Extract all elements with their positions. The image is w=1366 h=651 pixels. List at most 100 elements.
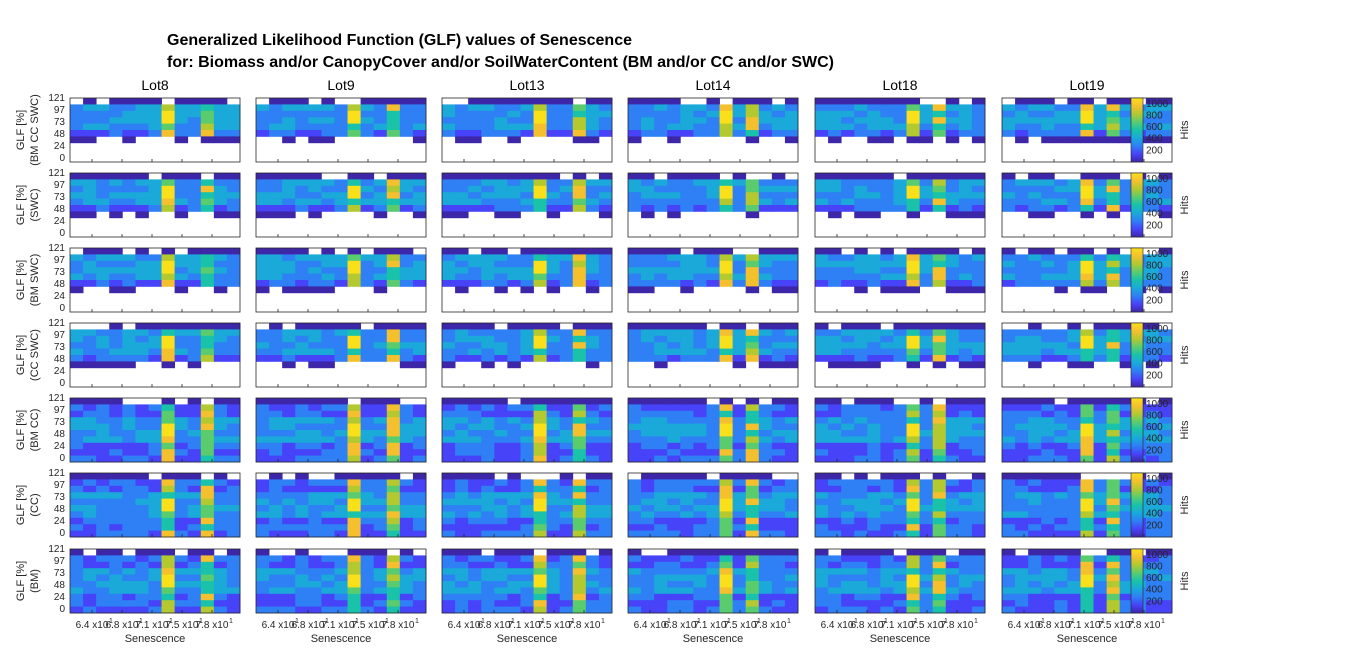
heatmap-cell bbox=[494, 606, 508, 614]
heatmap-cell bbox=[758, 123, 773, 131]
heatmap-cell bbox=[1093, 423, 1108, 431]
heatmap-cell bbox=[109, 361, 123, 369]
heatmap-cell bbox=[784, 404, 799, 412]
heatmap-cell bbox=[706, 511, 720, 519]
heatmap-cell bbox=[1119, 361, 1134, 369]
heatmap-cell bbox=[958, 192, 973, 199]
heatmap-cell bbox=[932, 555, 947, 563]
heatmap-cell bbox=[83, 117, 97, 124]
y-tick-label: 121 bbox=[48, 318, 65, 329]
heatmap-cell bbox=[559, 430, 574, 437]
heatmap-cell bbox=[321, 449, 335, 456]
heatmap-cell bbox=[971, 335, 986, 343]
heatmap-cell bbox=[334, 485, 348, 493]
heatmap-cell bbox=[719, 267, 734, 274]
heatmap-cell bbox=[455, 110, 469, 118]
heatmap-cell bbox=[1041, 179, 1055, 187]
heatmap-cell bbox=[828, 587, 842, 595]
heatmap-cell bbox=[494, 442, 508, 450]
heatmap-cell bbox=[654, 410, 668, 418]
heatmap-cell bbox=[70, 555, 84, 563]
heatmap-cell bbox=[135, 323, 149, 330]
heatmap-cell bbox=[442, 211, 456, 219]
heatmap-cell bbox=[815, 555, 829, 563]
heatmap-cell bbox=[109, 442, 123, 450]
heatmap-cell bbox=[971, 98, 986, 105]
heatmap-cell bbox=[771, 581, 786, 588]
heatmap-cell bbox=[971, 117, 986, 124]
heatmap-cell bbox=[109, 479, 123, 487]
heatmap-cell bbox=[945, 355, 960, 362]
heatmap-cell bbox=[282, 254, 296, 262]
heatmap-cell bbox=[321, 561, 335, 569]
heatmap-cell bbox=[971, 505, 986, 512]
heatmap-cell bbox=[546, 110, 561, 118]
heatmap-cell bbox=[1054, 581, 1068, 588]
heatmap-cell bbox=[745, 568, 760, 575]
heatmap-cell bbox=[1067, 110, 1081, 118]
heatmap-cell bbox=[295, 581, 309, 588]
heatmap-cell bbox=[667, 600, 681, 607]
heatmap-cell bbox=[96, 348, 110, 356]
heatmap-cell bbox=[213, 561, 228, 569]
heatmap-cell bbox=[83, 130, 97, 137]
heatmap-cell bbox=[572, 185, 587, 193]
heatmap-cell bbox=[386, 130, 401, 137]
heatmap-cell bbox=[880, 355, 894, 362]
heatmap-cell bbox=[373, 348, 388, 356]
heatmap-cell bbox=[226, 211, 241, 219]
heatmap-cell bbox=[109, 455, 123, 463]
heatmap-cell bbox=[815, 574, 829, 582]
heatmap-cell bbox=[256, 511, 270, 519]
heatmap-cell bbox=[148, 323, 162, 330]
heatmap-cell bbox=[321, 335, 335, 343]
heatmap-cell bbox=[1158, 286, 1173, 294]
heatmap-cell bbox=[386, 98, 401, 105]
heatmap-cell bbox=[256, 404, 270, 412]
heatmap-cell bbox=[1080, 430, 1094, 437]
heatmap-cell bbox=[373, 606, 388, 614]
heatmap-cell bbox=[598, 423, 613, 431]
heatmap-cell bbox=[1145, 517, 1160, 525]
heatmap-cell bbox=[455, 593, 469, 601]
heatmap-cell bbox=[412, 280, 427, 287]
heatmap-cell bbox=[321, 355, 335, 362]
heatmap-cell bbox=[932, 430, 947, 437]
heatmap-cell bbox=[945, 442, 960, 450]
heatmap-cell bbox=[667, 173, 681, 180]
heatmap-cell bbox=[654, 473, 668, 480]
heatmap-cell bbox=[680, 587, 694, 595]
heatmap-cell bbox=[507, 449, 521, 456]
heatmap-cell bbox=[295, 549, 309, 556]
heatmap-cell bbox=[373, 485, 388, 493]
heatmap-cell bbox=[771, 606, 786, 614]
heatmap-cell bbox=[226, 355, 241, 362]
heatmap-cell bbox=[771, 260, 786, 268]
heatmap-cell bbox=[96, 273, 110, 281]
heatmap-cell bbox=[693, 348, 707, 356]
heatmap-cell bbox=[771, 505, 786, 512]
heatmap-cell bbox=[628, 517, 642, 525]
heatmap-cell bbox=[269, 98, 283, 105]
heatmap-cell bbox=[854, 286, 868, 294]
heatmap-cell bbox=[256, 192, 270, 199]
heatmap-cell bbox=[442, 479, 456, 487]
heatmap-cell bbox=[122, 404, 136, 412]
heatmap-cell bbox=[83, 530, 97, 538]
heatmap-cell bbox=[828, 606, 842, 614]
heatmap-cell bbox=[200, 568, 215, 575]
heatmap-cell bbox=[148, 524, 162, 531]
heatmap-cell bbox=[494, 568, 508, 575]
heatmap-cell bbox=[559, 574, 574, 582]
colorbar-tick-label: 200 bbox=[1146, 145, 1163, 156]
heatmap-cell bbox=[442, 505, 456, 512]
heatmap-cell bbox=[667, 555, 681, 563]
heatmap-cell bbox=[559, 436, 574, 444]
x-tick-exponent: 1 bbox=[169, 618, 173, 625]
heatmap-cell bbox=[1106, 179, 1121, 187]
x-tick-exponent: 1 bbox=[1101, 618, 1105, 625]
heatmap-cell bbox=[412, 442, 427, 450]
heatmap-cell bbox=[828, 248, 842, 255]
heatmap-cell bbox=[572, 561, 587, 569]
heatmap-cell bbox=[654, 574, 668, 582]
